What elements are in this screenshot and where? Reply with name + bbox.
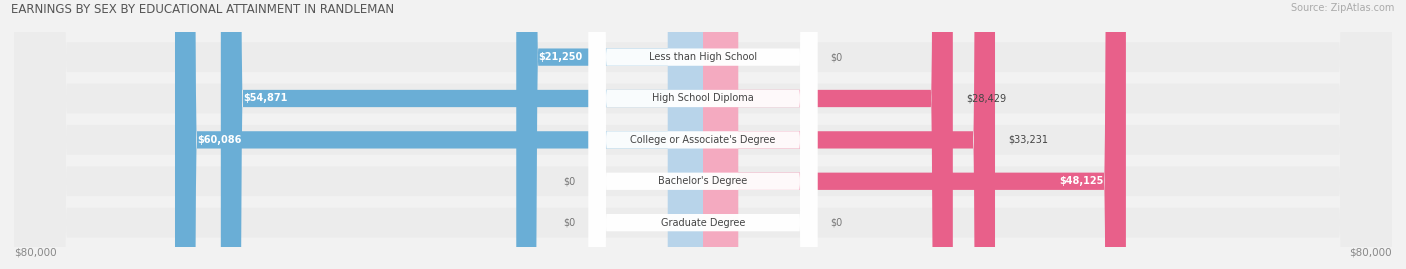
Text: $28,429: $28,429 [966,94,1007,104]
Text: College or Associate's Degree: College or Associate's Degree [630,135,776,145]
Text: $48,125: $48,125 [1060,176,1104,186]
FancyBboxPatch shape [589,0,817,269]
FancyBboxPatch shape [703,0,995,269]
Text: Graduate Degree: Graduate Degree [661,218,745,228]
Text: EARNINGS BY SEX BY EDUCATIONAL ATTAINMENT IN RANDLEMAN: EARNINGS BY SEX BY EDUCATIONAL ATTAINMEN… [11,3,394,16]
FancyBboxPatch shape [14,0,1392,269]
FancyBboxPatch shape [703,0,1126,269]
Text: $0: $0 [564,176,575,186]
Text: $0: $0 [831,218,842,228]
FancyBboxPatch shape [668,0,703,269]
Text: $33,231: $33,231 [1008,135,1049,145]
Text: High School Diploma: High School Diploma [652,94,754,104]
FancyBboxPatch shape [589,0,817,269]
FancyBboxPatch shape [703,0,738,269]
Text: Less than High School: Less than High School [650,52,756,62]
Text: $0: $0 [831,52,842,62]
Text: Source: ZipAtlas.com: Source: ZipAtlas.com [1291,3,1395,13]
FancyBboxPatch shape [516,0,703,269]
FancyBboxPatch shape [589,0,817,269]
FancyBboxPatch shape [703,0,953,269]
FancyBboxPatch shape [589,0,817,269]
FancyBboxPatch shape [174,0,703,269]
FancyBboxPatch shape [14,0,1392,269]
Text: $80,000: $80,000 [1350,247,1392,257]
FancyBboxPatch shape [14,0,1392,269]
FancyBboxPatch shape [589,0,817,269]
Text: $60,086: $60,086 [197,135,242,145]
FancyBboxPatch shape [14,0,1392,269]
FancyBboxPatch shape [14,0,1392,269]
Text: $21,250: $21,250 [538,52,582,62]
FancyBboxPatch shape [703,0,738,269]
FancyBboxPatch shape [668,0,703,269]
Text: $0: $0 [564,218,575,228]
Text: $54,871: $54,871 [243,94,287,104]
Text: $80,000: $80,000 [14,247,56,257]
FancyBboxPatch shape [221,0,703,269]
Text: Bachelor's Degree: Bachelor's Degree [658,176,748,186]
